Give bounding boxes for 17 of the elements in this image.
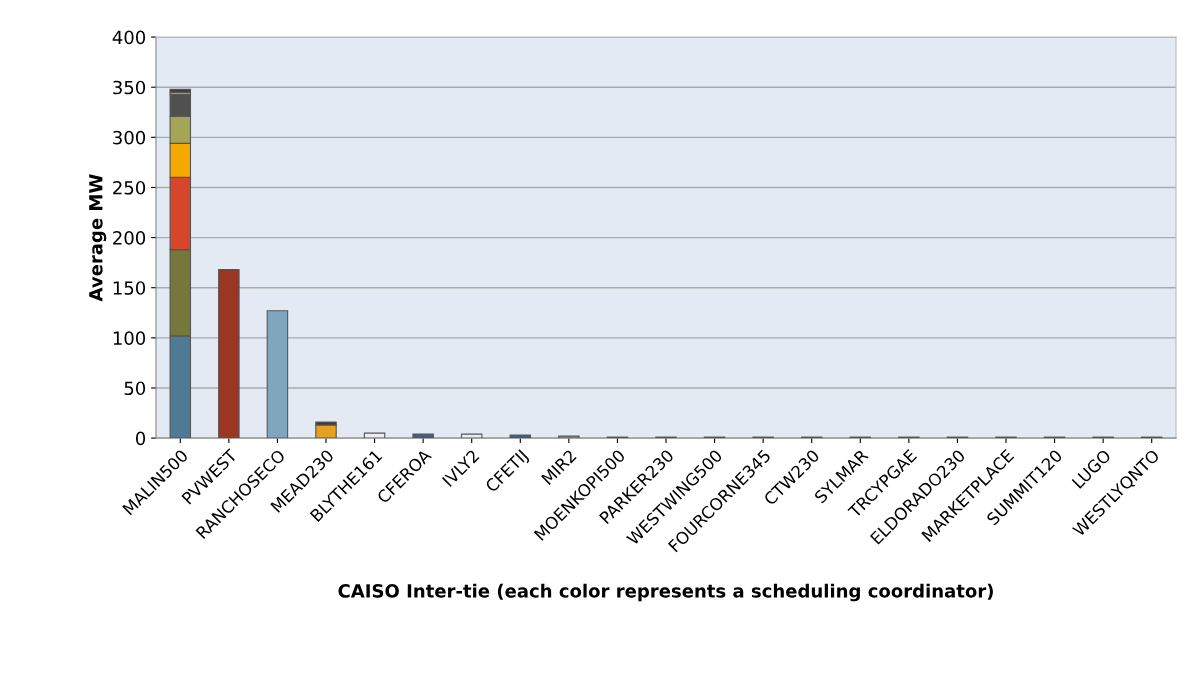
bar [315,424,337,439]
bar [509,434,532,439]
bar [266,310,289,439]
y-tick-label: 250 [113,180,146,195]
y-tick-label: 50 [124,381,146,396]
x-axis-title: CAISO Inter-tie (each color represents a scheduling coordinator) [338,583,993,602]
bar [412,433,434,439]
y-tick-label: 400 [112,30,146,45]
y-tick-label: 0 [135,431,146,446]
bar [558,435,580,439]
y-tick-label: 300 [113,130,146,145]
y-axis-title: Average MW [89,174,107,302]
bar [218,269,240,439]
y-tick-label: 350 [113,80,146,95]
y-tick-label: 200 [113,231,146,245]
y-tick-label: 150 [113,281,146,295]
y-tick-label: 100 [113,331,146,345]
